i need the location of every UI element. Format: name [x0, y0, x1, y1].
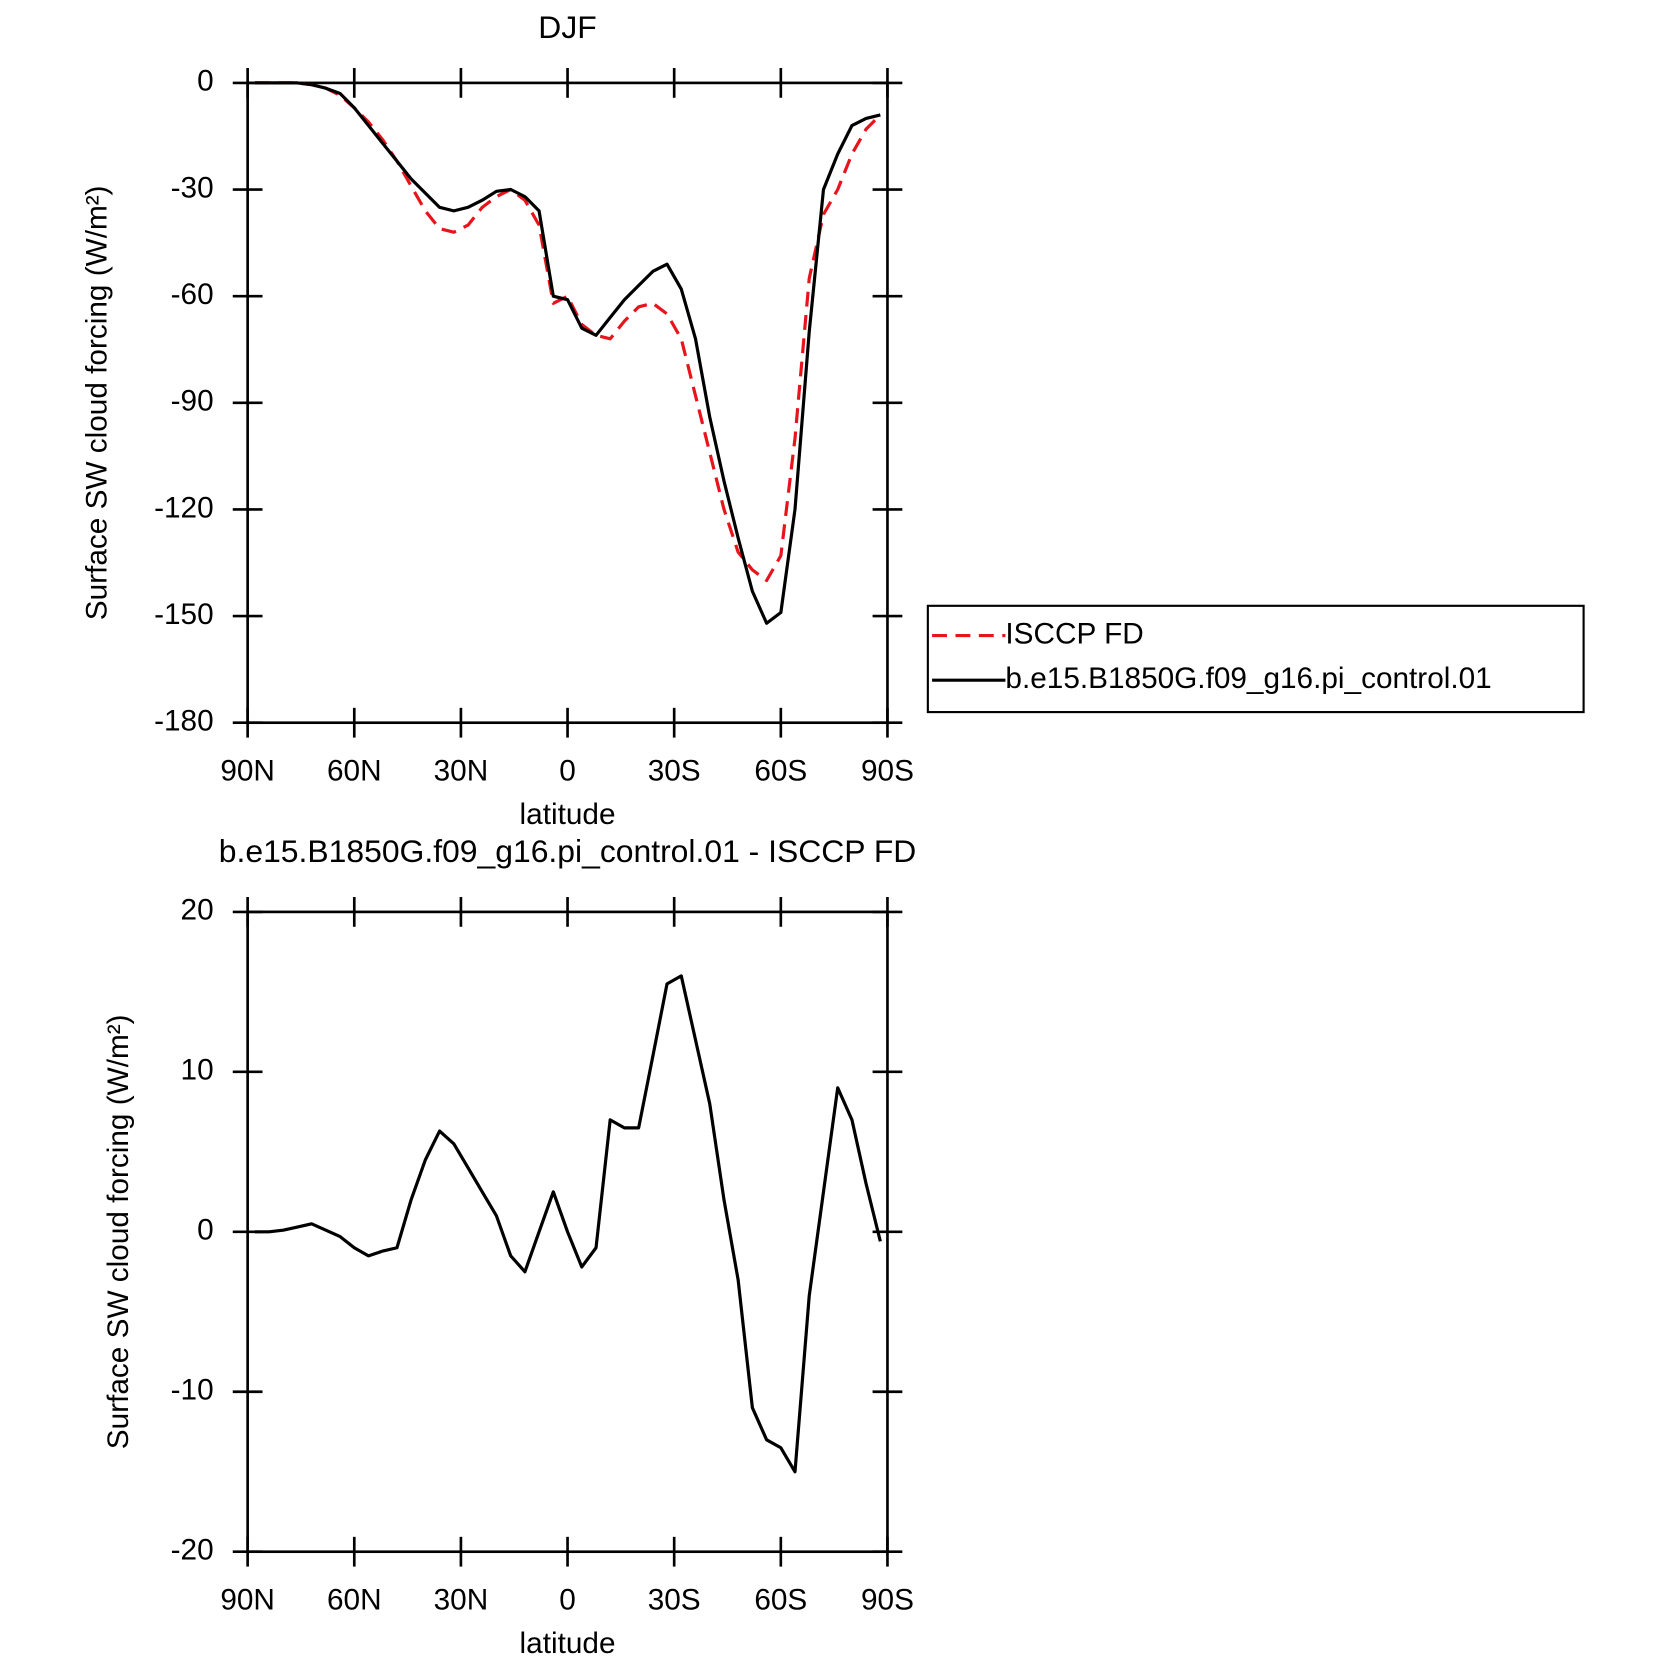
x-tick-label: 90S — [861, 1584, 914, 1617]
x-tick-label: 0 — [559, 755, 576, 788]
y-tick-label: -150 — [154, 598, 214, 631]
x-axis-label: latitude — [520, 798, 616, 831]
x-tick-label: 60N — [327, 1584, 382, 1617]
x-tick-label: 60S — [754, 1584, 807, 1617]
x-tick-label: 60N — [327, 755, 382, 788]
data-line — [254, 81, 881, 625]
y-tick-label: -180 — [154, 705, 214, 738]
y-tick-label: -60 — [171, 278, 214, 311]
x-tick-label: 0 — [559, 1584, 576, 1617]
legend-label: b.e15.B1850G.f09_g16.pi_control.01 — [1005, 662, 1491, 695]
y-tick-label: 10 — [181, 1054, 214, 1087]
data-line — [254, 81, 882, 583]
x-tick-label: 90N — [220, 755, 275, 788]
x-tick-label: 90S — [861, 755, 914, 788]
y-tick-label: 0 — [197, 1214, 214, 1247]
x-axis-label: latitude — [520, 1627, 616, 1658]
legend-label: ISCCP FD — [1005, 617, 1143, 650]
y-axis-label: Surface SW cloud forcing (W/m²) — [81, 185, 114, 620]
y-tick-label: 20 — [181, 894, 214, 927]
data-line — [254, 974, 882, 1474]
x-tick-label: 30N — [434, 1584, 489, 1617]
plot-frame — [246, 910, 889, 1554]
y-tick-label: -90 — [171, 385, 214, 418]
chart-title: DJF — [538, 9, 596, 45]
x-tick-label: 90N — [220, 1584, 275, 1617]
chart-title: b.e15.B1850G.f09_g16.pi_control.01 - ISC… — [219, 833, 917, 869]
x-tick-label: 30S — [648, 1584, 701, 1617]
x-tick-label: 30S — [648, 755, 701, 788]
y-axis-label: Surface SW cloud forcing (W/m²) — [102, 1014, 135, 1449]
x-tick-label: 60S — [754, 755, 807, 788]
legend-box — [926, 604, 1585, 714]
y-tick-label: -10 — [171, 1374, 214, 1407]
y-tick-label: 0 — [197, 65, 214, 98]
x-tick-label: 30N — [434, 755, 489, 788]
y-tick-label: -20 — [171, 1534, 214, 1567]
plot-frame — [246, 81, 889, 725]
y-tick-label: -120 — [154, 491, 214, 524]
y-tick-label: -30 — [171, 171, 214, 204]
